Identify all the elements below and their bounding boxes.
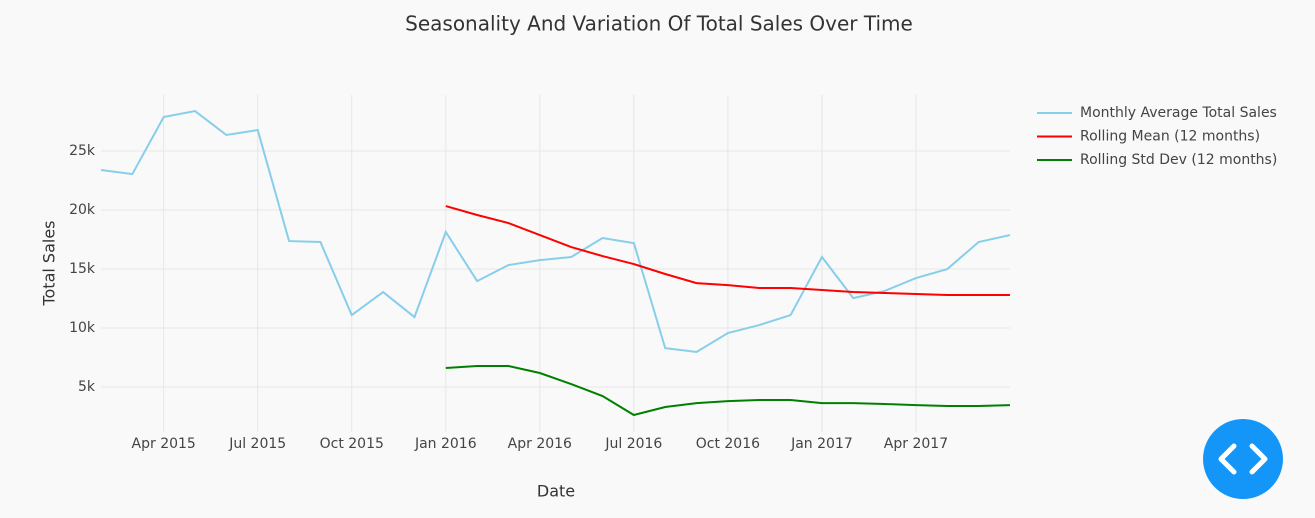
y-tick-label: 5k [78,379,96,395]
x-tick-label: Jan 2016 [414,436,477,452]
series-line [445,365,1011,417]
y-tick-label: 20k [69,202,96,218]
y-tick-label: 10k [69,320,96,336]
x-tick-label: Oct 2015 [320,436,384,452]
legend-label: Rolling Std Dev (12 months) [1080,152,1277,168]
x-tick-label: Oct 2016 [696,436,760,452]
series-line [445,205,1010,297]
code-icon[interactable] [1218,443,1268,475]
chart-title: Seasonality And Variation Of Total Sales… [405,12,913,36]
x-tick-label: Jul 2016 [604,436,662,452]
button-circle[interactable] [1203,419,1283,499]
x-tick-label: Apr 2017 [884,436,948,452]
x-axis-title: Date [537,482,575,501]
y-tick-label: 25k [69,143,96,159]
legend-label: Rolling Mean (12 months) [1080,129,1260,145]
series-line [100,109,1011,354]
x-tick-label: Jan 2017 [790,436,853,452]
x-tick-label: Jul 2015 [228,436,286,452]
y-tick-label: 15k [69,261,96,277]
y-axis-title: Total Sales [40,220,59,306]
code-button[interactable] [1203,419,1283,499]
x-tick-label: Apr 2015 [132,436,196,452]
x-tick-label: Apr 2016 [508,436,572,452]
legend-label: Monthly Average Total Sales [1080,105,1277,121]
